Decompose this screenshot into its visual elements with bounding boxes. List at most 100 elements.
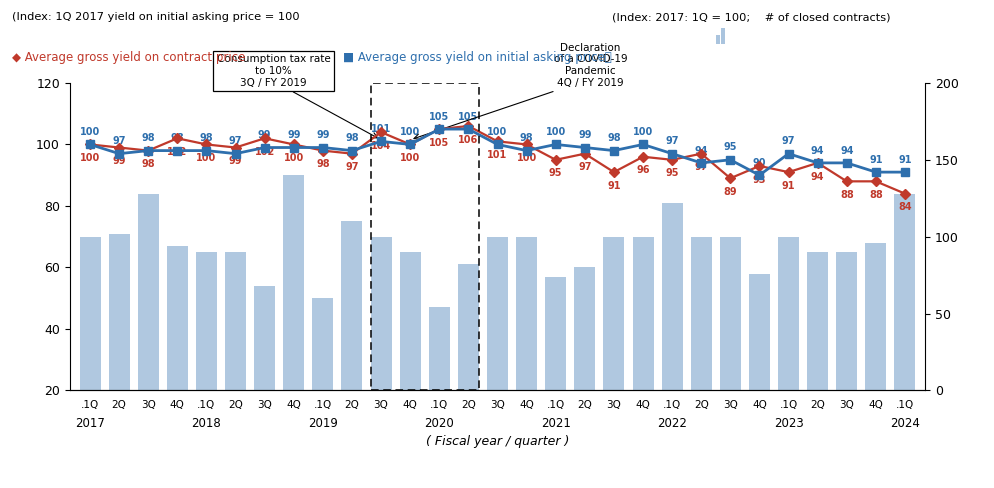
Text: 99: 99 (286, 130, 300, 140)
Bar (283, 175, 304, 452)
Text: 4Q: 4Q (868, 400, 883, 410)
Bar (719, 237, 741, 452)
Text: .1Q: .1Q (313, 400, 332, 410)
Text: .1Q: .1Q (197, 400, 216, 410)
Text: 101: 101 (487, 150, 507, 160)
Bar (196, 252, 217, 452)
Text: 4Q: 4Q (519, 400, 534, 410)
Text: 3Q: 3Q (257, 400, 271, 410)
Bar (661, 203, 682, 452)
Text: .1Q: .1Q (895, 400, 913, 410)
Text: 4Q: 4Q (170, 400, 185, 410)
Text: 2Q: 2Q (228, 400, 243, 410)
Text: (Index: 1Q 2017 yield on initial asking price = 100: (Index: 1Q 2017 yield on initial asking … (12, 12, 299, 22)
Text: 100: 100 (80, 127, 100, 137)
Text: 100: 100 (487, 127, 507, 137)
Text: 2021: 2021 (540, 417, 571, 429)
Text: .1Q: .1Q (778, 400, 797, 410)
Text: 3Q: 3Q (839, 400, 853, 410)
Bar (690, 237, 711, 452)
Text: 94: 94 (810, 171, 824, 182)
Text: 2017: 2017 (75, 417, 104, 429)
Bar (486, 237, 508, 452)
Text: 99: 99 (578, 130, 591, 140)
Text: 89: 89 (723, 187, 737, 197)
Bar (632, 237, 653, 452)
Text: 4Q: 4Q (286, 400, 301, 410)
Text: 98: 98 (170, 133, 184, 143)
Text: 98: 98 (606, 133, 620, 143)
Bar (253, 286, 275, 452)
Text: 96: 96 (635, 165, 649, 175)
Text: 97: 97 (694, 163, 708, 172)
Text: 106: 106 (458, 135, 478, 144)
Bar (108, 234, 129, 452)
Text: 105: 105 (428, 112, 449, 122)
Text: 98: 98 (316, 159, 329, 169)
Text: 95: 95 (665, 168, 678, 179)
Text: 3Q: 3Q (606, 400, 620, 410)
Text: 2018: 2018 (192, 417, 221, 429)
Bar (400, 252, 420, 452)
Text: 100: 100 (283, 153, 303, 163)
Bar (894, 194, 914, 452)
Text: 101: 101 (371, 124, 391, 134)
Text: 100: 100 (545, 127, 566, 137)
Text: 4Q: 4Q (751, 400, 766, 410)
Text: 93: 93 (751, 175, 765, 184)
Text: 2Q: 2Q (809, 400, 824, 410)
Text: 2Q: 2Q (344, 400, 359, 410)
Text: 99: 99 (112, 156, 126, 166)
Text: 99: 99 (257, 130, 271, 140)
Bar (574, 267, 594, 452)
Text: .1Q: .1Q (546, 400, 565, 410)
Bar (806, 252, 827, 452)
Bar (716, 35, 720, 44)
Text: 100: 100 (196, 153, 217, 163)
Text: 97: 97 (781, 136, 794, 146)
Text: 97: 97 (112, 136, 126, 146)
Text: 104: 104 (371, 141, 391, 151)
Text: ◆ Average gross yield on contract price: ◆ Average gross yield on contract price (12, 51, 246, 64)
Text: 98: 98 (519, 133, 533, 143)
Text: 98: 98 (345, 133, 359, 143)
Text: 97: 97 (665, 136, 678, 146)
Text: ( Fiscal year / quarter ): ( Fiscal year / quarter ) (425, 435, 569, 448)
Text: 3Q: 3Q (723, 400, 737, 410)
Bar (777, 237, 798, 452)
Text: 84: 84 (898, 202, 911, 212)
Text: 91: 91 (781, 181, 794, 191)
Text: 105: 105 (458, 112, 478, 122)
Bar (371, 83, 478, 390)
Text: 99: 99 (316, 130, 329, 140)
Text: 91: 91 (868, 155, 882, 165)
Text: ■ Average gross yield on initial asking price）: ■ Average gross yield on initial asking … (343, 51, 611, 64)
Text: 91: 91 (898, 155, 911, 165)
Text: 3Q: 3Q (141, 400, 155, 410)
Bar (167, 246, 188, 452)
Bar (457, 264, 478, 452)
Text: 94: 94 (694, 145, 708, 156)
Text: 100: 100 (516, 153, 536, 163)
Text: 102: 102 (167, 147, 187, 157)
Text: 98: 98 (141, 159, 155, 169)
Text: 90: 90 (751, 158, 765, 168)
Text: 2023: 2023 (773, 417, 802, 429)
Text: .1Q: .1Q (662, 400, 681, 410)
Bar (80, 237, 100, 452)
Bar (516, 237, 537, 452)
Text: 100: 100 (632, 127, 652, 137)
Text: 88: 88 (839, 190, 853, 200)
Text: 97: 97 (229, 136, 243, 146)
Text: 88: 88 (868, 190, 882, 200)
Text: 2Q: 2Q (111, 400, 126, 410)
Text: .1Q: .1Q (429, 400, 448, 410)
Text: 100: 100 (80, 153, 100, 163)
Text: 102: 102 (254, 147, 274, 157)
Text: Declaration
of a COVID-19
Pandemic
4Q / FY 2019: Declaration of a COVID-19 Pandemic 4Q / … (554, 43, 627, 87)
Text: .1Q: .1Q (81, 400, 99, 410)
Text: 2024: 2024 (890, 417, 919, 429)
Bar (370, 237, 392, 452)
Text: 2Q: 2Q (693, 400, 708, 410)
Text: 94: 94 (839, 145, 853, 156)
